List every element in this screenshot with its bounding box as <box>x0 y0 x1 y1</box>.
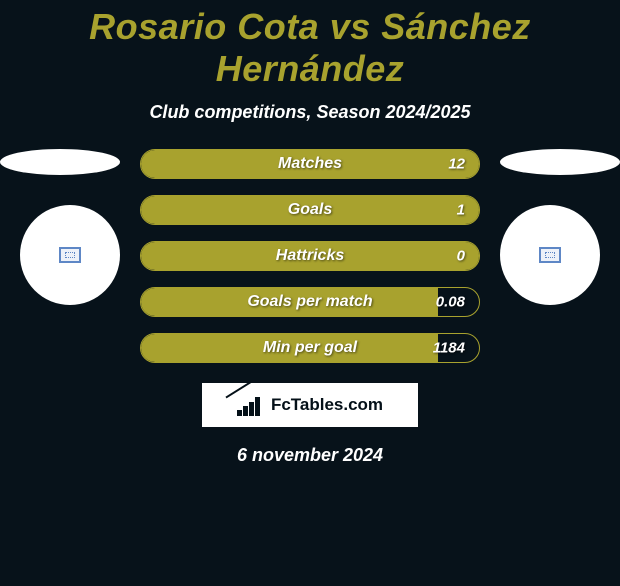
placeholder-icon <box>539 247 561 263</box>
stat-bar-label: Min per goal <box>263 339 357 357</box>
brand-box: FcTables.com <box>202 383 418 427</box>
stat-bars: Matches 12 Goals 1 Hattricks 0 Goals per match… <box>140 149 480 363</box>
content-area: Matches 12 Goals 1 Hattricks 0 Goals per match… <box>0 149 620 466</box>
stat-bar-value: 0 <box>457 248 465 265</box>
stat-bar: Goals 1 <box>140 195 480 225</box>
left-player-badge <box>20 205 120 305</box>
page-subtitle: Club competitions, Season 2024/2025 <box>0 102 620 123</box>
stat-bar-label: Matches <box>278 155 342 173</box>
stat-bar-value: 12 <box>448 156 465 173</box>
stat-bar: Goals per match 0.08 <box>140 287 480 317</box>
footer-date: 6 november 2024 <box>0 445 620 466</box>
stat-bar-value: 0.08 <box>436 294 465 311</box>
stat-bar-label: Goals <box>288 201 332 219</box>
brand-chart-icon <box>237 394 265 416</box>
right-puck <box>500 149 620 175</box>
stat-bar-value: 1184 <box>433 340 465 357</box>
page-title: Rosario Cota vs Sánchez Hernández <box>0 6 620 90</box>
right-player-badge <box>500 205 600 305</box>
stat-bar-value: 1 <box>457 202 465 219</box>
left-puck <box>0 149 120 175</box>
stat-bar: Min per goal 1184 <box>140 333 480 363</box>
brand-text: FcTables.com <box>271 395 383 415</box>
stat-bar: Matches 12 <box>140 149 480 179</box>
placeholder-icon <box>59 247 81 263</box>
stat-bar-label: Hattricks <box>276 247 344 265</box>
stat-bar-label: Goals per match <box>247 293 372 311</box>
stat-bar: Hattricks 0 <box>140 241 480 271</box>
